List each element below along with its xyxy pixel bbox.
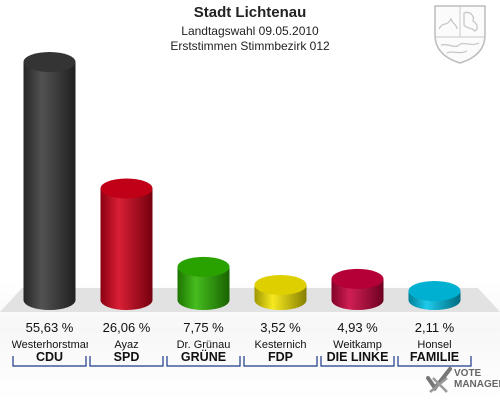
chart-subtitle-election: Landtagswahl 09.05.2010 xyxy=(181,24,319,38)
category-label: CDU xyxy=(35,350,64,364)
vote-manager-logo-icon xyxy=(426,367,452,393)
nrw-coat-of-arms-icon xyxy=(434,5,486,64)
category-bracket xyxy=(166,356,241,367)
category-label: FAMILIE xyxy=(409,350,460,364)
brand-line-manager: MANAGER xyxy=(454,379,500,390)
category-label: GRÜNE xyxy=(180,350,227,364)
bar-fdp xyxy=(254,274,307,310)
category-bracket xyxy=(12,356,87,367)
category-label: DIE LINKE xyxy=(326,350,389,364)
chart-title: Stadt Lichtenau xyxy=(193,4,307,21)
category-bracket xyxy=(89,356,164,367)
category-bracket xyxy=(397,356,472,367)
candidate-label: Westerhorstmann xyxy=(11,339,88,351)
category-label: SPD xyxy=(113,350,140,364)
bar-spd xyxy=(100,178,153,310)
candidate-label: Kesternich xyxy=(254,339,307,351)
value-label: 2,11 % xyxy=(414,320,455,335)
bar-familie xyxy=(408,280,461,310)
value-label: 55,63 % xyxy=(25,320,74,335)
category-label: FDP xyxy=(268,350,293,364)
candidate-label: Ayaz xyxy=(114,339,139,351)
value-label: 3,52 % xyxy=(260,320,301,335)
value-label: 26,06 % xyxy=(102,320,151,335)
brand-line-vote: VOTE xyxy=(454,368,482,379)
bar-die-linke xyxy=(331,268,384,310)
chart-subtitle-district: Erststimmen Stimmbezirk 012 xyxy=(170,39,330,53)
bar-cdu xyxy=(23,52,76,310)
bar-gr-ne xyxy=(177,256,230,310)
value-label: 7,75 % xyxy=(183,320,224,335)
candidate-label: Dr. Grünau xyxy=(176,339,231,351)
value-label: 4,93 % xyxy=(337,320,378,335)
category-bracket xyxy=(320,356,395,367)
category-bracket xyxy=(243,356,318,367)
candidate-label: Weitkamp xyxy=(333,339,382,351)
candidate-label: Honsel xyxy=(417,339,452,351)
